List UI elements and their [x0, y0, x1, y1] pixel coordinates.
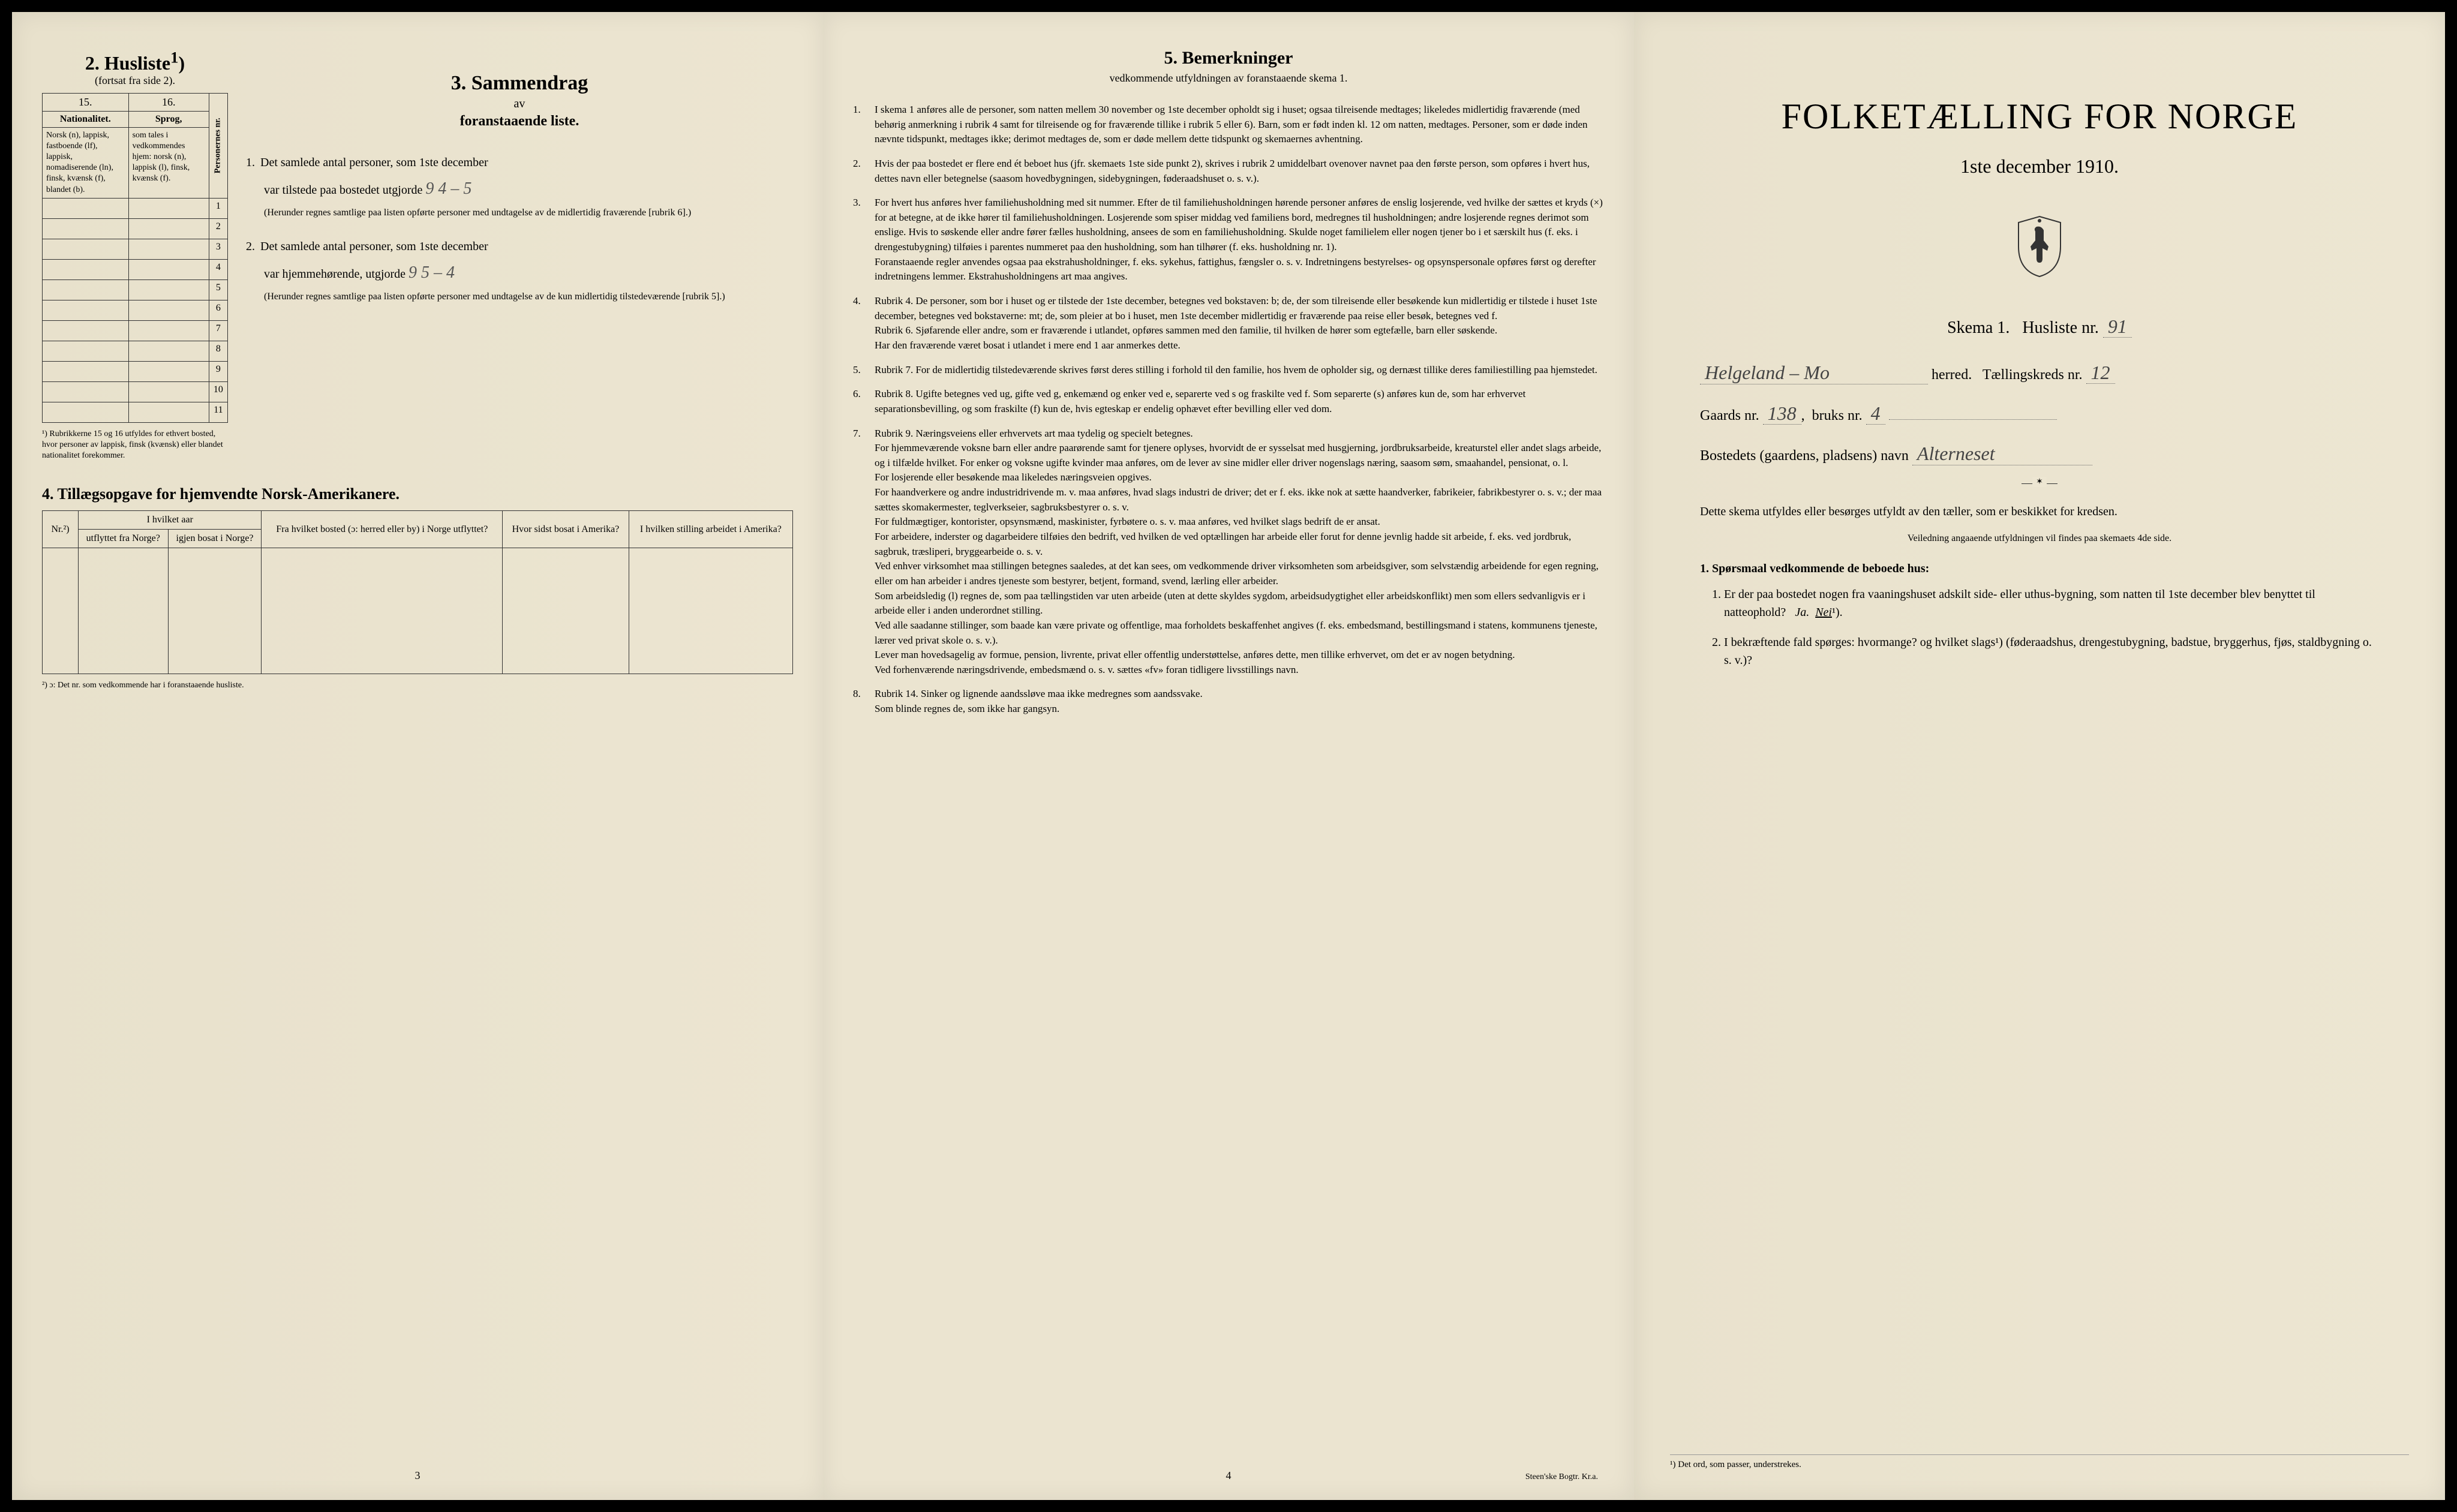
section-5-num: 5.: [1164, 48, 1178, 68]
col-15-header: Nationalitet.: [43, 111, 129, 127]
footnote-1: ¹) Rubrikkerne 15 og 16 utfyldes for eth…: [42, 429, 228, 462]
section-4: 4. Tillægsopgave for hjemvendte Norsk-Am…: [42, 485, 793, 691]
bemerk-subtitle: vedkommende utfyldningen av foranstaaend…: [853, 72, 1604, 85]
section-2-num: 2.: [85, 52, 100, 74]
answer-ja: Ja.: [1795, 606, 1809, 619]
section-2-title: Husliste: [104, 52, 170, 74]
sec4-col-amerika: Hvor sidst bosat i Amerika?: [503, 511, 629, 548]
section-3-num: 3.: [451, 72, 467, 94]
bemerk-2: 2.Hvis der paa bostedet er flere end ét …: [853, 157, 1604, 186]
gaard-nr: 138: [1763, 402, 1801, 425]
sec4-col-aar: I hvilket aar: [79, 511, 262, 530]
herred-line: Helgeland – Mo herred. Tællingskreds nr.…: [1664, 362, 2415, 384]
section-4-num: 4.: [42, 485, 54, 503]
questions-heading: Spørsmaal vedkommende de beboede hus:: [1712, 562, 1929, 575]
summary-1-paren: (Herunder regnes samtlige paa listen opf…: [264, 206, 793, 220]
col-15-desc: Norsk (n), lappisk, fastboende (lf), lap…: [43, 127, 129, 198]
sammendrag-av: av: [246, 97, 793, 111]
row-9: 9: [209, 361, 227, 381]
kreds-nr: 12: [2086, 362, 2115, 384]
instruction-small: Veiledning angaaende utfyldningen vil fi…: [1664, 533, 2415, 544]
col-16-desc: som tales i vedkommendes hjem: norsk (n)…: [128, 127, 209, 198]
census-date: 1ste december 1910.: [1664, 155, 2415, 178]
col-16-header: Sprog,: [128, 111, 209, 127]
answer-nei: Nei: [1815, 606, 1832, 619]
bosted-line: Bostedets (gaardens, pladsens) navn Alte…: [1664, 443, 2415, 465]
amerikanere-table: Nr.²) I hvilket aar Fra hvilket bosted (…: [42, 510, 793, 674]
herred-name: Helgeland – Mo: [1700, 362, 1928, 384]
col-16-num: 16.: [128, 93, 209, 111]
sec4-col-stilling: I hvilken stilling arbeidet i Amerika?: [629, 511, 792, 548]
husliste-column: 2. Husliste1) (fortsat fra side 2). 15.1…: [42, 48, 228, 461]
sec4-sub-utflyttet: utflyttet fra Norge?: [79, 530, 169, 548]
husliste-nr-value: 91: [2103, 315, 2132, 338]
bemerk-7: 7.Rubrik 9. Næringsveiens eller erhverve…: [853, 426, 1604, 678]
col-15-num: 15.: [43, 93, 129, 111]
section-4-title: Tillægsopgave for hjemvendte Norsk-Ameri…: [58, 485, 400, 503]
summary-1-value: 9 4 – 5: [425, 179, 471, 198]
row-1: 1: [209, 198, 227, 218]
printer-mark: Steen'ske Bogtr. Kr.a.: [1525, 1472, 1598, 1482]
questions-section: 1. Spørsmaal vedkommende de beboede hus:…: [1664, 562, 2415, 669]
page-3: 2. Husliste1) (fortsat fra side 2). 15.1…: [12, 12, 823, 1500]
summary-2: 2.Det samlede antal personer, som 1ste d…: [246, 238, 793, 303]
husliste-continued: (fortsat fra side 2).: [42, 74, 228, 87]
sec4-col-bosted: Fra hvilket bosted (ɔ: herred eller by) …: [262, 511, 503, 548]
person-nr-header: Personernes nr.: [209, 93, 227, 198]
row-8: 8: [209, 341, 227, 361]
sec4-sub-bosat: igjen bosat i Norge?: [168, 530, 262, 548]
row-10: 10: [209, 381, 227, 402]
bemerk-5: 5.Rubrik 7. For de midlertidig tilstedev…: [853, 363, 1604, 378]
question-1: Er der paa bostedet nogen fra vaaningshu…: [1724, 585, 2379, 621]
row-5: 5: [209, 279, 227, 300]
page-number-3: 3: [415, 1469, 420, 1482]
summary-2-paren: (Herunder regnes samtlige paa listen opf…: [264, 290, 793, 303]
row-7: 7: [209, 320, 227, 341]
row-6: 6: [209, 300, 227, 320]
document-spread: 2. Husliste1) (fortsat fra side 2). 15.1…: [12, 12, 2445, 1500]
coat-of-arms-icon: [2013, 214, 2066, 279]
gaard-line: Gaards nr. 138, bruks nr. 4: [1664, 402, 2415, 425]
divider-ornament: [2022, 483, 2057, 484]
bemerkninger-list: 1.I skema 1 anføres alle de personer, so…: [853, 103, 1604, 717]
bemerk-1: 1.I skema 1 anføres alle de personer, so…: [853, 103, 1604, 147]
row-3: 3: [209, 239, 227, 259]
bemerk-8: 8.Rubrik 14. Sinker og lignende aandsslø…: [853, 687, 1604, 716]
nationality-table: 15.16.Personernes nr. Nationalitet.Sprog…: [42, 93, 228, 423]
sammendrag-column: 3. Sammendrag av foranstaaende liste. 1.…: [246, 48, 793, 461]
page-4: 5. Bemerkninger vedkommende utfyldningen…: [823, 12, 1634, 1500]
sammendrag-sub: foranstaaende liste.: [246, 113, 793, 130]
footnote-3: ¹) Det ord, som passer, understrekes.: [1670, 1454, 2409, 1470]
census-title: FOLKETÆLLING FOR NORGE: [1664, 96, 2415, 137]
footnote-2: ²) ɔ: Det nr. som vedkommende har i fora…: [42, 680, 793, 691]
bemerk-6: 6.Rubrik 8. Ugifte betegnes ved ug, gift…: [853, 387, 1604, 416]
husliste-sup: 1: [170, 48, 178, 66]
question-2: I bekræftende fald spørges: hvormange? o…: [1724, 633, 2379, 669]
cover-page: FOLKETÆLLING FOR NORGE 1ste december 191…: [1634, 12, 2445, 1500]
bosted-name: Alterneset: [1912, 443, 2092, 465]
row-2: 2: [209, 218, 227, 239]
bemerk-4: 4.Rubrik 4. De personer, som bor i huset…: [853, 294, 1604, 353]
page-number-4: 4: [1226, 1469, 1231, 1482]
section-3-title: Sammendrag: [471, 72, 588, 94]
summary-2-value: 9 5 – 4: [409, 263, 455, 282]
summary-1: 1.Det samlede antal personer, som 1ste d…: [246, 154, 793, 220]
row-11: 11: [209, 402, 227, 422]
bruk-nr: 4: [1866, 402, 1885, 425]
instruction-text: Dette skema utfyldes eller besørges utfy…: [1664, 502, 2415, 521]
section-5-title: Bemerkninger: [1182, 48, 1293, 68]
row-4: 4: [209, 259, 227, 279]
bemerk-3: 3.For hvert hus anføres hver familiehush…: [853, 196, 1604, 284]
skema-line: Skema 1. Husliste nr. 91: [1664, 315, 2415, 338]
sec4-col-nr: Nr.²): [43, 511, 79, 548]
